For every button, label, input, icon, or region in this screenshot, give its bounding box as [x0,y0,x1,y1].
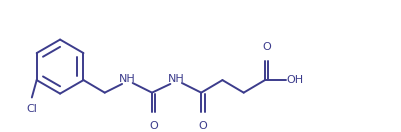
Text: NH: NH [119,74,135,84]
Text: OH: OH [286,75,304,85]
Text: NH: NH [168,74,184,84]
Text: O: O [198,121,207,131]
Text: Cl: Cl [26,104,37,114]
Text: O: O [262,42,271,52]
Text: O: O [149,121,158,131]
